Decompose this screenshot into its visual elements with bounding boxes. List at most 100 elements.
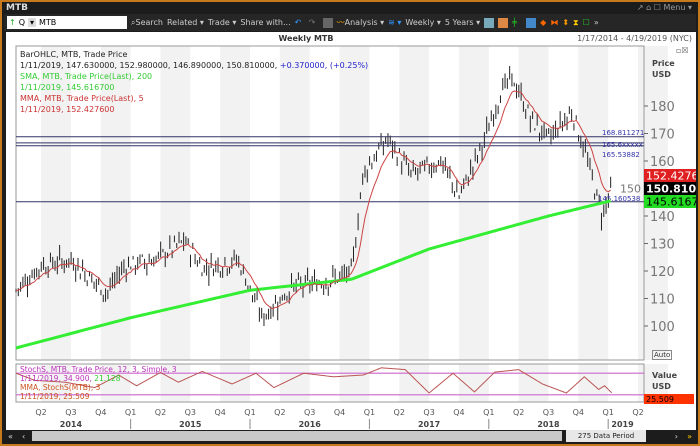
axis-auto-button[interactable]: Auto bbox=[652, 350, 673, 360]
quarter-shade bbox=[578, 364, 609, 402]
select-icon[interactable]: ☐ bbox=[582, 18, 590, 27]
quarter-shade bbox=[100, 364, 131, 402]
x-quarter-label: Q3 bbox=[543, 408, 554, 417]
scroll-left-button[interactable]: ‹ bbox=[22, 431, 26, 441]
quarter-shade bbox=[399, 46, 430, 360]
hourglass-icon[interactable]: ⧗ bbox=[573, 17, 579, 27]
legend-ohlc: BarOHLC, MTB, Trade Price 1/11/2019, 147… bbox=[20, 50, 369, 114]
x-quarter-label: Q4 bbox=[95, 408, 106, 417]
symbol-value[interactable]: MTB bbox=[39, 18, 57, 27]
up-arrow-icon: ↑ bbox=[9, 18, 16, 27]
window-title: MTB bbox=[6, 3, 28, 13]
x-quarter-label: Q3 bbox=[304, 408, 315, 417]
redo-icon[interactable]: ↷ bbox=[308, 17, 316, 27]
quarter-shade bbox=[339, 364, 370, 402]
mma-badge bbox=[644, 169, 696, 182]
quarter-shade bbox=[518, 364, 549, 402]
y-tick-label: 110 bbox=[650, 293, 675, 308]
y-tick-label: 140 bbox=[650, 210, 675, 225]
mma-5-line bbox=[15, 90, 611, 310]
x-year-label: 2016 bbox=[299, 420, 322, 429]
x-year-label: 2017 bbox=[418, 420, 440, 429]
analysis-menu[interactable]: 〰Analysis ▾ bbox=[336, 18, 385, 27]
quarter-shade bbox=[399, 364, 430, 402]
scroll-end-button[interactable]: » bbox=[687, 431, 692, 441]
toolbar: ↑ Q ▾ MTB ⌕Search Related ▾ Trade ▾ Share w… bbox=[4, 14, 696, 31]
x-quarter-label: Q2 bbox=[274, 408, 285, 417]
value-axis-title: Value USD bbox=[652, 371, 678, 391]
quarter-shade bbox=[41, 46, 71, 360]
time-scrollbar[interactable]: « ‹ 275 Data Period › » bbox=[6, 430, 696, 442]
chart-area[interactable]: Weekly MTB 1/17/2014 - 4/19/2019 (NYC) 1… bbox=[6, 32, 696, 430]
vertical-expand-icon[interactable]: ⬍ bbox=[562, 18, 570, 27]
symbol-input[interactable]: ↑ Q ▾ MTB bbox=[7, 16, 127, 29]
related-menu[interactable]: Related ▾ bbox=[166, 18, 204, 27]
horizontal-line-label: 168.811271 bbox=[602, 129, 644, 137]
lines-icon[interactable]: ╪ bbox=[512, 17, 517, 27]
quarter-shade bbox=[160, 364, 191, 402]
x-quarter-label: Q3 bbox=[185, 408, 196, 417]
horizontal-line-label: 145.160538 bbox=[598, 195, 640, 203]
horizontal-line-label: 165.53882 bbox=[602, 151, 640, 159]
x-year-label: 2015 bbox=[179, 420, 202, 429]
stoch-badge-text: 25.509 bbox=[646, 395, 674, 404]
scroll-right-button[interactable]: › bbox=[674, 431, 678, 441]
scroll-thumb[interactable] bbox=[32, 431, 562, 441]
x-quarter-label: Q2 bbox=[394, 408, 405, 417]
window-controls[interactable]: ↗ ⌂ ☐ Menu ▾ bbox=[636, 3, 692, 12]
analysis-icon: 〰 bbox=[336, 18, 345, 27]
x-quarter-label: Q1 bbox=[602, 408, 613, 417]
x-quarter-label: Q1 bbox=[364, 408, 375, 417]
quarter-shade bbox=[279, 46, 310, 360]
x-quarter-label: Q2 bbox=[632, 408, 643, 417]
last-price-badge-text: 150.8100 bbox=[646, 183, 696, 196]
price-axis-title: Price USD bbox=[652, 59, 675, 79]
quarter-shade bbox=[220, 46, 251, 360]
quarter-shade bbox=[458, 46, 489, 360]
x-quarter-label: Q4 bbox=[573, 408, 584, 417]
mma-badge-text: 152.4276 bbox=[646, 170, 696, 183]
interval-menu[interactable]: Weekly ▾ bbox=[405, 18, 441, 27]
legend-stoch: StochS, MTB, Trade Price, 12, 3, Simple,… bbox=[20, 365, 177, 401]
y-tick-label: 150 bbox=[620, 183, 641, 196]
x-quarter-label: Q4 bbox=[453, 408, 464, 417]
search-button[interactable]: ⌕Search bbox=[131, 17, 163, 27]
trade-menu[interactable]: Trade ▾ bbox=[207, 18, 237, 27]
chart-type-icon[interactable] bbox=[484, 17, 495, 28]
dropdown-icon[interactable]: ▾ bbox=[28, 18, 37, 27]
add-pane-icon[interactable] bbox=[526, 17, 537, 28]
studies-icon[interactable]: ≋ ▾ bbox=[388, 18, 402, 27]
x-year-label: 2019 bbox=[611, 420, 634, 429]
x-quarter-label: Q3 bbox=[423, 408, 434, 417]
x-quarter-label: Q4 bbox=[334, 408, 345, 417]
search-icon: ⌕ bbox=[131, 17, 136, 27]
chart-svg[interactable]: 100 110 120 130 140 150 160 170 180 168.811271 165… bbox=[6, 32, 696, 430]
range-menu[interactable]: 5 Years ▾ bbox=[444, 18, 481, 27]
y-tick-label: 170 bbox=[650, 128, 675, 143]
y-tick-label: 180 bbox=[650, 100, 675, 115]
symbol-type[interactable]: Q bbox=[18, 18, 25, 27]
horizontal-line-label: 165.6xxxxx bbox=[602, 141, 643, 149]
scroll-start-button[interactable]: « bbox=[8, 431, 13, 441]
last-price-badge bbox=[644, 182, 696, 195]
x-quarter-label: Q2 bbox=[155, 408, 166, 417]
draw-icon[interactable] bbox=[498, 17, 509, 28]
expand-icon[interactable]: ◆ bbox=[540, 18, 547, 27]
menu-button[interactable]: Menu bbox=[663, 3, 686, 12]
undo-icon[interactable]: ↶ bbox=[294, 17, 302, 27]
data-period-button[interactable]: 275 Data Period bbox=[566, 430, 646, 442]
date-range: 1/17/2014 - 4/19/2019 (NYC) bbox=[577, 34, 692, 43]
x-year-label: 2014 bbox=[60, 420, 83, 429]
more-icon[interactable]: » bbox=[593, 18, 599, 27]
stoch-pane-frame bbox=[15, 363, 645, 403]
y-tick-label: 120 bbox=[650, 265, 675, 280]
x-quarter-label: Q4 bbox=[214, 408, 225, 417]
x-quarter-label: Q1 bbox=[483, 408, 494, 417]
quarter-shade bbox=[279, 364, 310, 402]
folder-icon[interactable] bbox=[322, 17, 333, 28]
share-menu[interactable]: Share with... bbox=[240, 18, 291, 27]
collapse-icon[interactable]: ⧓ bbox=[550, 18, 559, 27]
sma-200-line bbox=[15, 199, 611, 350]
pane-controls[interactable]: ▫☒ bbox=[676, 46, 689, 55]
